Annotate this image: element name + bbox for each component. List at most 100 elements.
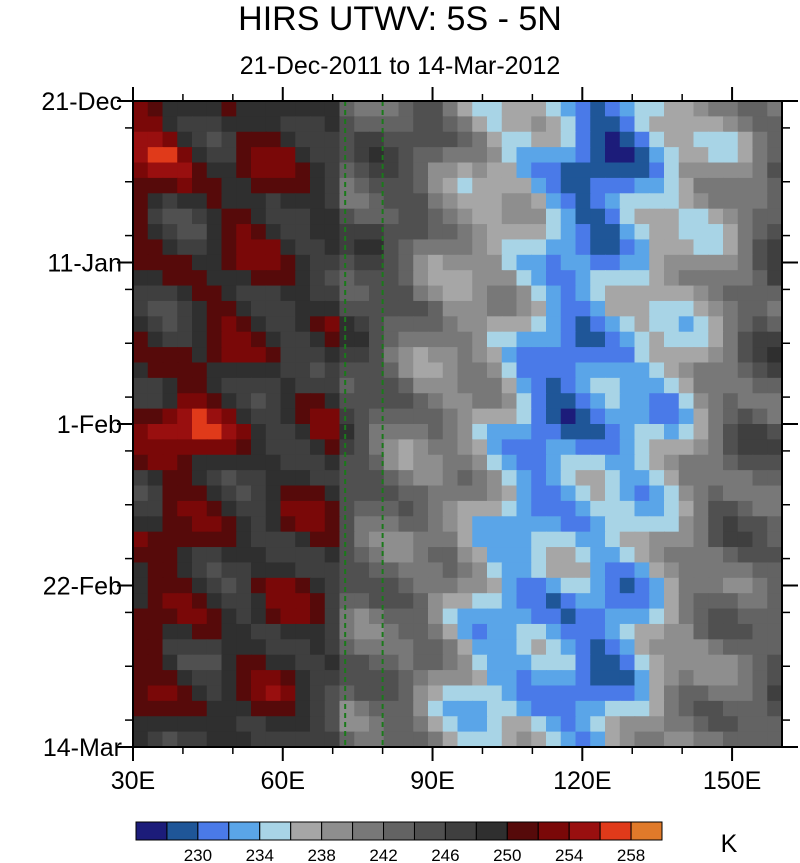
- heatmap-cell: [737, 347, 754, 364]
- heatmap-cell: [251, 347, 267, 364]
- heatmap-cell: [236, 439, 252, 456]
- heatmap-cell: [324, 224, 341, 241]
- heatmap-cell: [634, 131, 651, 148]
- heatmap-cell: [398, 639, 415, 656]
- heatmap-cell: [413, 270, 429, 287]
- heatmap-cell: [428, 547, 444, 564]
- heatmap-cell: [324, 316, 341, 333]
- heatmap-cell: [339, 485, 356, 502]
- heatmap-cell: [737, 500, 754, 518]
- heatmap-cell: [649, 362, 665, 379]
- heatmap-cell: [162, 639, 179, 656]
- heatmap-cell: [487, 208, 503, 225]
- heatmap-cell: [649, 393, 665, 410]
- heatmap-cell: [162, 347, 179, 364]
- heatmap-cell: [324, 654, 341, 671]
- heatmap-cell: [737, 300, 754, 318]
- heatmap-cell: [531, 254, 547, 271]
- heatmap-cell: [265, 101, 282, 118]
- heatmap-cell: [708, 393, 724, 410]
- heatmap-cell: [723, 639, 739, 656]
- heatmap-cell: [501, 147, 518, 164]
- heatmap-cell: [472, 377, 488, 395]
- heatmap-cell: [383, 347, 400, 364]
- heatmap-cell: [457, 347, 474, 364]
- heatmap-cell: [428, 516, 444, 533]
- heatmap-cell: [383, 239, 400, 256]
- heatmap-cell: [236, 639, 252, 656]
- heatmap-cell: [428, 700, 444, 718]
- heatmap-cell: [147, 593, 164, 610]
- heatmap-cell: [472, 300, 488, 318]
- heatmap-cell: [634, 531, 651, 548]
- heatmap-cell: [516, 470, 533, 487]
- heatmap-cell: [767, 224, 782, 241]
- heatmap-cell: [649, 193, 665, 210]
- heatmap-cell: [752, 362, 769, 379]
- heatmap-cell: [251, 670, 267, 687]
- heatmap-cell: [619, 531, 636, 548]
- heatmap-cell: [192, 516, 208, 533]
- heatmap-cell: [383, 208, 400, 225]
- heatmap-cell: [147, 393, 164, 410]
- heatmap-cell: [383, 408, 400, 425]
- heatmap-cell: [236, 731, 252, 747]
- heatmap-cell: [767, 485, 782, 502]
- heatmap-cell: [177, 424, 193, 441]
- heatmap-cell: [723, 700, 739, 718]
- heatmap-cell: [339, 300, 356, 318]
- heatmap-cell: [295, 531, 311, 548]
- heatmap-cell: [251, 377, 267, 395]
- heatmap-cell: [693, 270, 710, 287]
- heatmap-cell: [413, 670, 429, 687]
- heatmap-cell: [383, 101, 400, 118]
- heatmap-cell: [369, 577, 385, 594]
- heatmap-cell: [575, 347, 592, 364]
- heatmap-cell: [737, 208, 754, 225]
- heatmap-cell: [339, 331, 356, 348]
- heatmap-cell: [531, 608, 547, 625]
- heatmap-cell: [206, 393, 223, 410]
- heatmap-cell: [206, 516, 223, 533]
- heatmap-cell: [531, 224, 547, 241]
- heatmap-cell: [590, 685, 606, 702]
- heatmap-cell: [501, 162, 518, 179]
- heatmap-cell: [280, 239, 297, 256]
- heatmap-cell: [192, 716, 208, 733]
- heatmap-cell: [546, 424, 562, 441]
- heatmap-cell: [560, 623, 577, 641]
- heatmap-cell: [560, 562, 577, 579]
- heatmap-cell: [324, 470, 341, 487]
- heatmap-cell: [649, 639, 665, 656]
- heatmap-cell: [767, 116, 782, 133]
- heatmap-cell: [531, 408, 547, 425]
- heatmap-cell: [354, 577, 370, 594]
- heatmap-cell: [221, 393, 238, 410]
- heatmap-cell: [457, 424, 474, 441]
- heatmap-cell: [162, 101, 179, 118]
- heatmap-cell: [531, 623, 547, 641]
- heatmap-cell: [752, 577, 769, 594]
- heatmap-cell: [634, 224, 651, 241]
- heatmap-cell: [693, 224, 710, 241]
- heatmap-cell: [723, 377, 739, 395]
- heatmap-cell: [413, 547, 429, 564]
- heatmap-cell: [531, 147, 547, 164]
- heatmap-cell: [398, 577, 415, 594]
- heatmap-cell: [398, 208, 415, 225]
- heatmap-cell: [354, 254, 370, 271]
- colorbar-tick-label: 234: [246, 846, 274, 863]
- heatmap-cell: [605, 531, 621, 548]
- heatmap-cell: [590, 208, 606, 225]
- heatmap-cell: [752, 439, 769, 456]
- heatmap-cell: [575, 500, 592, 518]
- heatmap-cell: [752, 485, 769, 502]
- heatmap-cell: [236, 177, 252, 195]
- heatmap-cell: [501, 347, 518, 364]
- heatmap-cell: [546, 377, 562, 395]
- heatmap-cell: [177, 685, 193, 702]
- heatmap-cell: [516, 577, 533, 594]
- heatmap-cell: [133, 531, 149, 548]
- heatmap-cell: [767, 377, 782, 395]
- heatmap-cell: [605, 131, 621, 148]
